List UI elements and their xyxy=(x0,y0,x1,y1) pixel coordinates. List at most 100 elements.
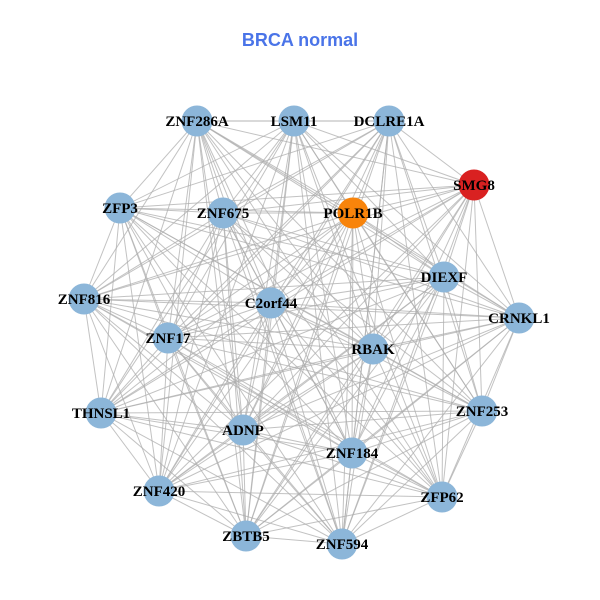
node-znf420 xyxy=(143,475,175,507)
edge xyxy=(388,120,520,319)
node-label-polr1b: POLR1B xyxy=(323,206,382,222)
edge xyxy=(441,276,445,498)
edge xyxy=(245,410,483,537)
edge xyxy=(100,412,160,492)
edge xyxy=(352,184,475,214)
edge xyxy=(100,207,121,414)
edge xyxy=(372,120,390,350)
node-znf816 xyxy=(68,283,100,315)
edge xyxy=(351,212,354,454)
edge xyxy=(222,120,390,214)
edge xyxy=(83,212,354,300)
edge xyxy=(372,184,475,350)
edge xyxy=(167,337,483,412)
edge xyxy=(100,120,295,414)
edge xyxy=(242,348,374,431)
node-rbak xyxy=(357,333,389,365)
edge xyxy=(167,337,443,498)
edge xyxy=(270,120,390,304)
edge xyxy=(167,337,247,537)
edge xyxy=(83,276,445,300)
edge xyxy=(293,120,343,545)
edge xyxy=(83,207,121,300)
node-label-znf17: ZNF17 xyxy=(146,331,192,347)
node-label-zfp62: ZFP62 xyxy=(420,490,463,506)
edge xyxy=(83,298,483,412)
edge xyxy=(167,337,343,545)
edge xyxy=(245,452,353,537)
edge xyxy=(245,535,343,545)
node-lsm11 xyxy=(278,105,310,137)
node-adnp xyxy=(227,414,259,446)
edge xyxy=(352,212,443,498)
edge xyxy=(242,184,475,431)
edge xyxy=(100,412,247,537)
edge xyxy=(270,302,353,454)
edge xyxy=(293,120,520,319)
edge xyxy=(100,317,520,414)
edge xyxy=(100,120,198,414)
edge xyxy=(341,317,520,545)
nodes-layer xyxy=(68,105,535,560)
edge xyxy=(158,429,244,492)
node-diexf xyxy=(428,261,460,293)
edge xyxy=(222,212,443,498)
node-znf17 xyxy=(152,322,184,354)
edge xyxy=(351,276,445,454)
edge xyxy=(83,212,224,300)
edge xyxy=(242,429,247,537)
node-label-c2orf44: C2orf44 xyxy=(245,296,298,312)
edge xyxy=(388,120,445,278)
plot-title: BRCA normal xyxy=(241,30,359,50)
edge xyxy=(100,412,353,454)
edge xyxy=(270,302,443,498)
edge xyxy=(158,490,443,498)
node-label-zfp3: ZFP3 xyxy=(102,201,138,217)
edge xyxy=(372,348,483,412)
edge xyxy=(119,207,443,498)
edge xyxy=(222,212,445,278)
edge xyxy=(443,184,475,278)
edge xyxy=(352,212,374,350)
edge xyxy=(242,429,343,545)
edge xyxy=(341,184,475,545)
edge xyxy=(443,276,483,412)
node-label-diexf: DIEXF xyxy=(421,270,468,286)
node-label-crnkl1: CRNKL1 xyxy=(488,311,550,327)
edge xyxy=(293,120,475,186)
edge xyxy=(222,212,520,319)
node-thnsl1 xyxy=(85,397,117,429)
labels-layer: ZNF286A LSM11 DCLRE1A SMG8 ZFP3 ZNF675 POLR1B D… xyxy=(58,114,550,553)
edge xyxy=(196,120,244,431)
edge xyxy=(100,412,443,498)
edge xyxy=(245,120,295,537)
edge xyxy=(222,120,295,214)
edge xyxy=(351,348,374,454)
node-c2orf44 xyxy=(255,287,287,319)
edge xyxy=(119,207,343,545)
edge xyxy=(196,120,224,214)
edge xyxy=(167,212,354,339)
node-label-thnsl1: THNSL1 xyxy=(72,406,130,422)
edge xyxy=(83,298,520,319)
edge xyxy=(167,120,295,339)
node-zfp3 xyxy=(104,192,136,224)
edge xyxy=(441,184,475,498)
node-zfp62 xyxy=(426,481,458,513)
edge xyxy=(293,120,445,278)
edge xyxy=(167,337,353,454)
edge xyxy=(83,298,160,492)
node-label-lsm11: LSM11 xyxy=(271,114,318,130)
edge xyxy=(352,212,445,278)
node-label-zbtb5: ZBTB5 xyxy=(222,529,270,545)
edge xyxy=(245,276,445,537)
node-label-znf816: ZNF816 xyxy=(58,292,111,308)
edge xyxy=(100,337,169,414)
edge xyxy=(222,212,343,545)
edge xyxy=(119,120,390,209)
node-dclre1a xyxy=(373,105,405,137)
edge xyxy=(270,276,445,304)
edge xyxy=(351,410,483,454)
edge xyxy=(83,298,343,545)
edge xyxy=(196,120,475,186)
